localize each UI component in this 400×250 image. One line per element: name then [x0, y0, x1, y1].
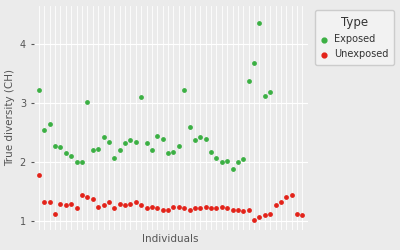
- Point: [192, 138, 198, 142]
- Point: [170, 204, 176, 208]
- Legend: Exposed, Unexposed: Exposed, Unexposed: [316, 10, 394, 65]
- Point: [235, 160, 241, 164]
- Point: [111, 206, 118, 210]
- Point: [197, 206, 204, 210]
- Point: [240, 157, 246, 161]
- Point: [160, 136, 166, 140]
- Point: [132, 140, 139, 143]
- Point: [154, 206, 160, 210]
- Point: [84, 194, 90, 198]
- Point: [74, 160, 80, 164]
- Point: [165, 208, 171, 212]
- Point: [100, 136, 107, 140]
- Point: [197, 136, 204, 140]
- Point: [36, 173, 42, 177]
- Point: [46, 200, 53, 204]
- Point: [122, 141, 128, 145]
- Point: [100, 203, 107, 207]
- Point: [36, 88, 42, 92]
- Point: [186, 125, 193, 129]
- Point: [229, 208, 236, 212]
- Point: [224, 159, 230, 163]
- Point: [202, 136, 209, 140]
- Point: [240, 209, 246, 213]
- Point: [79, 160, 85, 164]
- Point: [272, 203, 279, 207]
- Point: [116, 148, 123, 152]
- Point: [160, 208, 166, 212]
- Point: [116, 202, 123, 206]
- Point: [213, 156, 220, 160]
- Point: [186, 208, 193, 212]
- Point: [165, 152, 171, 156]
- Point: [138, 203, 144, 207]
- Point: [251, 218, 257, 222]
- Point: [294, 212, 300, 216]
- Y-axis label: True diversity (CH): True diversity (CH): [6, 70, 16, 166]
- Point: [218, 160, 225, 164]
- Point: [90, 148, 96, 152]
- Point: [288, 193, 295, 197]
- Point: [127, 202, 134, 206]
- Point: [95, 147, 101, 151]
- Point: [57, 146, 64, 150]
- Point: [106, 140, 112, 143]
- Point: [68, 154, 74, 158]
- Point: [122, 203, 128, 207]
- Point: [256, 21, 263, 25]
- Point: [176, 144, 182, 148]
- Point: [149, 204, 155, 208]
- Point: [299, 214, 306, 218]
- Point: [224, 206, 230, 210]
- Point: [74, 206, 80, 210]
- Point: [132, 200, 139, 204]
- Point: [208, 206, 214, 210]
- Point: [63, 152, 69, 156]
- Point: [127, 138, 134, 142]
- Point: [235, 208, 241, 212]
- X-axis label: Individuals: Individuals: [142, 234, 199, 244]
- Point: [52, 144, 58, 148]
- Point: [208, 150, 214, 154]
- Point: [46, 122, 53, 126]
- Point: [246, 208, 252, 212]
- Point: [41, 128, 48, 132]
- Point: [170, 150, 176, 154]
- Point: [41, 200, 48, 204]
- Point: [218, 204, 225, 208]
- Point: [251, 61, 257, 65]
- Point: [90, 197, 96, 201]
- Point: [262, 94, 268, 98]
- Point: [63, 203, 69, 207]
- Point: [267, 212, 273, 216]
- Point: [84, 100, 90, 104]
- Point: [143, 206, 150, 210]
- Point: [111, 156, 118, 160]
- Point: [95, 204, 101, 208]
- Point: [181, 88, 187, 92]
- Point: [57, 202, 64, 206]
- Point: [202, 204, 209, 208]
- Point: [181, 206, 187, 210]
- Point: [79, 193, 85, 197]
- Point: [138, 95, 144, 99]
- Point: [262, 214, 268, 218]
- Point: [213, 206, 220, 210]
- Point: [106, 200, 112, 204]
- Point: [176, 204, 182, 208]
- Point: [154, 134, 160, 138]
- Point: [192, 206, 198, 210]
- Point: [229, 167, 236, 171]
- Point: [149, 148, 155, 152]
- Point: [283, 194, 290, 198]
- Point: [267, 90, 273, 94]
- Point: [52, 212, 58, 216]
- Point: [143, 141, 150, 145]
- Point: [68, 202, 74, 206]
- Point: [256, 215, 263, 219]
- Point: [246, 79, 252, 83]
- Point: [278, 200, 284, 204]
